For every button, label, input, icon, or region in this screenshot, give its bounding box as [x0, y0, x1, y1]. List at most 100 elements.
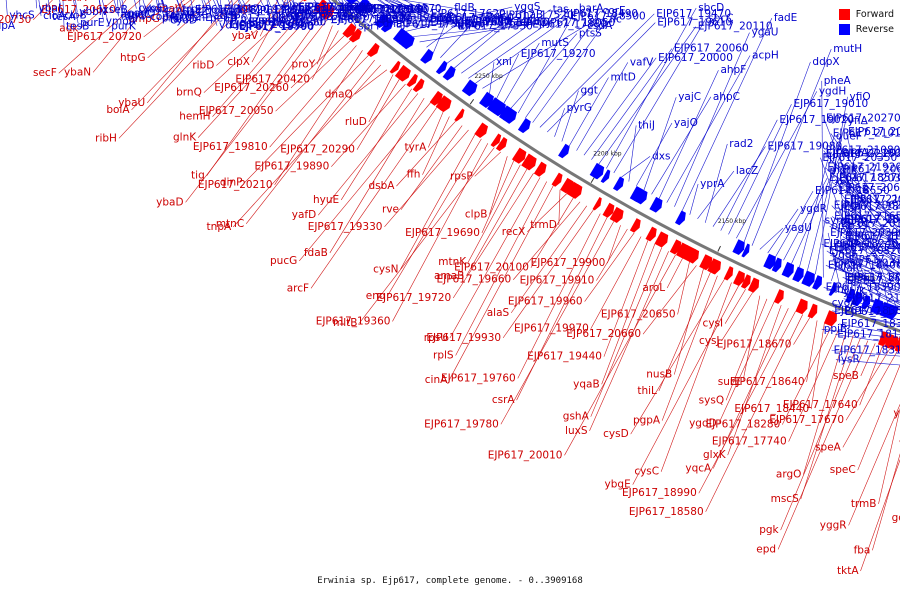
forward-gene-arrow: [394, 64, 411, 82]
forward-leader-line: [290, 35, 345, 89]
reverse-gene-label: EJP617_17530: [458, 20, 533, 32]
reverse-gene-label: pyrG: [567, 102, 592, 114]
forward-gene-label: ffh: [407, 169, 421, 181]
forward-leader-line: [742, 295, 761, 382]
reverse-leader-line: [433, 7, 453, 53]
forward-gene-label: EJP617_19690: [405, 227, 480, 239]
reverse-leader-line: [829, 302, 900, 321]
reverse-gene-label: EJP617_20990: [230, 19, 305, 31]
forward-gene-label: brnQ: [176, 87, 202, 99]
reverse-gene-label: yhjK: [843, 286, 867, 298]
forward-gene-label: nusB: [646, 369, 672, 381]
reverse-gene-arrow: [649, 196, 663, 213]
reverse-gene-label: rimK: [430, 13, 455, 25]
reverse-gene-label: sbcD: [698, 2, 724, 14]
forward-gene-label: aroL: [642, 282, 665, 294]
forward-leader-line: [712, 308, 789, 469]
reverse-gene-label: EJP617_18500: [571, 11, 646, 23]
reverse-leader-line: [759, 227, 784, 250]
forward-leader-line: [725, 298, 768, 401]
forward-gene-label: speC: [830, 464, 856, 476]
reverse-leader-line: [405, 6, 513, 32]
forward-gene-label: cysN: [373, 263, 398, 275]
forward-gene-arrow: [348, 28, 362, 43]
forward-gene-arrow: [654, 231, 669, 248]
reverse-leader-line: [832, 182, 900, 222]
reverse-leader-line: [412, 24, 531, 37]
forward-leader-line: [58, 0, 141, 74]
reverse-leader-line: [503, 42, 540, 104]
forward-leader-line: [721, 292, 753, 342]
forward-gene-label: hyuE: [313, 194, 339, 206]
forward-gene-label: EJP617_19900: [531, 257, 606, 269]
forward-gene-label: EJP617_20290: [280, 144, 355, 156]
forward-gene-arrow: [366, 42, 380, 58]
reverse-gene-label: mltD: [611, 72, 636, 84]
forward-gene-label: EJP617_19960: [508, 296, 583, 308]
reverse-gene-label: EJP617_19830: [166, 6, 241, 18]
reverse-gene-label: ymoA: [106, 16, 137, 28]
reverse-gene-label: yfiA: [848, 115, 869, 127]
reverse-gene-label: EJP617_18550: [815, 185, 890, 197]
reverse-gene-label: EJP617_19870: [271, 11, 346, 23]
reverse-gene-label: ahpF: [720, 64, 746, 76]
forward-leader-line: [630, 278, 725, 435]
forward-leader-line: [146, 0, 233, 104]
reverse-gene-label: yggS: [514, 1, 541, 13]
forward-leader-line: [251, 0, 286, 63]
reverse-gene-label: EJP617_18570: [829, 172, 900, 184]
reverse-gene-arrow: [479, 91, 494, 108]
forward-gene-label: EJP617_19330: [308, 221, 383, 233]
reverse-gene-label: ygdR: [800, 203, 827, 215]
forward-gene-label: rpsP: [450, 170, 473, 182]
forward-leader-line: [810, 323, 825, 410]
forward-gene-label: EJP617_17640: [783, 399, 858, 411]
forward-leader-line: [857, 364, 900, 471]
forward-gene-label: csrA: [492, 394, 516, 406]
reverse-gene-label: EJP617_20230: [841, 148, 900, 160]
forward-leader-line: [274, 50, 363, 185]
forward-leader-line: [317, 93, 419, 216]
forward-gene-label: EJP617_19360: [316, 315, 391, 327]
legend-label-forward: Forward: [855, 9, 894, 20]
forward-gene-label: EJP617_18280: [706, 419, 781, 431]
forward-leader-line: [449, 185, 554, 381]
forward-gene-label: glxK: [703, 449, 727, 461]
reverse-leader-line: [399, 22, 485, 27]
forward-gene-arrow: [688, 249, 700, 264]
reverse-gene-arrow: [633, 188, 648, 205]
forward-leader-line: [161, 0, 185, 20]
reverse-leader-line: [838, 208, 900, 246]
reverse-gene-label: purK: [111, 21, 137, 33]
reverse-gene-label: EJP617_20310: [834, 258, 900, 270]
reverse-gene-label: EJP617_18090: [844, 201, 900, 213]
forward-gene-label: argO: [776, 468, 802, 480]
forward-gene-arrow: [795, 298, 808, 315]
kbp-tick-label: 2250 kbp: [474, 73, 502, 80]
reverse-leader-line: [391, 0, 454, 24]
reverse-gene-arrow: [355, 0, 370, 13]
reverse-gene-label: tas: [553, 3, 569, 15]
reverse-gene-label: purE: [80, 17, 104, 29]
forward-gene-label: ybaD: [156, 196, 183, 208]
reverse-leader-line: [825, 265, 900, 292]
forward-gene-label: speB: [833, 370, 859, 382]
reverse-gene-label: endA: [401, 2, 429, 14]
reverse-gene-arrow: [732, 239, 745, 255]
forward-gene-label: dnaQ: [325, 88, 353, 100]
reverse-leader-line: [636, 122, 673, 187]
reverse-gene-label: EJP617_17880: [845, 271, 900, 283]
forward-leader-line: [422, 116, 450, 175]
forward-gene-label: ygdD: [689, 418, 717, 430]
reverse-gene-label: thiJ: [638, 119, 655, 131]
reverse-gene-label: EJP617_20620: [834, 200, 900, 212]
forward-gene-label: yafD: [292, 209, 316, 221]
forward-gene-arrow: [570, 184, 583, 199]
reverse-leader-line: [829, 225, 900, 264]
reverse-leader-line: [831, 216, 900, 265]
forward-leader-line: [212, 4, 310, 117]
reverse-gene-label: EJP617_19800: [224, 13, 299, 25]
forward-gene-label: EJP617_18440: [734, 403, 809, 415]
reverse-gene-label: EJP617_19020: [779, 114, 854, 126]
